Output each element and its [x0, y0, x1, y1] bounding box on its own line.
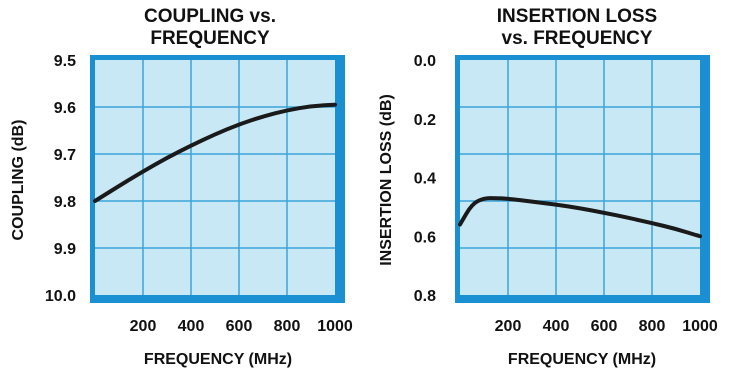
coupling-y-tick-label: 9.5 — [54, 53, 76, 70]
insertion-loss-y-tick-label: 0.6 — [414, 229, 436, 246]
insertion-loss-x-tick-label: 600 — [591, 318, 618, 335]
insertion-loss-y-axis-label: INSERTION LOSS (dB) — [378, 94, 395, 266]
insertion-loss-curve — [458, 196, 702, 239]
coupling-x-tick-label: 800 — [274, 318, 301, 335]
insertion-loss-x-ticks: 200 400 600 800 1000 — [495, 318, 718, 335]
coupling-curve — [93, 102, 337, 203]
insertion-loss-x-tick-label: 200 — [495, 318, 522, 335]
insertion-loss-title-line1: INSERTION LOSS — [497, 6, 657, 27]
insertion-loss-plot-area — [460, 60, 700, 295]
coupling-y-tick-label: 9.6 — [54, 100, 76, 117]
coupling-y-tick-label: 10.0 — [45, 288, 76, 305]
coupling-x-tick-label: 1000 — [317, 318, 353, 335]
insertion-loss-chart: INSERTION LOSS vs. FREQUENCY 0.00.20.40.… — [378, 6, 718, 368]
insertion-loss-y-tick-label: 0.0 — [414, 53, 436, 70]
insertion-loss-x-tick-label: 1000 — [682, 318, 718, 335]
coupling-x-tick-label: 400 — [178, 318, 205, 335]
coupling-x-tick-label: 600 — [226, 318, 253, 335]
insertion-loss-title-line2: vs. FREQUENCY — [502, 28, 653, 49]
coupling-y-tick-label: 9.9 — [54, 241, 76, 258]
insertion-loss-y-tick-label: 0.2 — [414, 112, 436, 129]
insertion-loss-x-tick-label: 800 — [639, 318, 666, 335]
insertion-loss-y-tick-label: 0.4 — [414, 171, 436, 188]
coupling-x-tick-label: 200 — [130, 318, 157, 335]
coupling-x-ticks: 200 400 600 800 1000 — [130, 318, 353, 335]
insertion-loss-y-tick-label: 0.8 — [414, 288, 436, 305]
coupling-grid — [95, 60, 335, 295]
insertion-loss-grid — [460, 60, 700, 295]
insertion-loss-x-axis-label: FREQUENCY (MHz) — [508, 351, 656, 368]
insertion-loss-y-ticks: 0.0 0.2 0.4 0.6 0.8 — [414, 53, 436, 305]
coupling-y-tick-label: 9.7 — [54, 147, 76, 164]
insertion-loss-x-tick-label: 400 — [543, 318, 570, 335]
coupling-title-line1: COUPLING vs. — [144, 6, 276, 27]
coupling-y-ticks: 9.5 9.6 9.7 9.8 9.9 10.0 — [45, 53, 76, 305]
coupling-y-axis-label: COUPLING (dB) — [10, 120, 27, 241]
coupling-y-tick-label: 9.8 — [54, 194, 76, 211]
coupling-title-line2: FREQUENCY — [150, 28, 270, 49]
coupling-x-axis-label: FREQUENCY (MHz) — [144, 351, 292, 368]
coupling-chart: COUPLING vs. FREQUENCY 9.5 9.6 9.7 9.8 9.9 10… — [10, 6, 353, 368]
